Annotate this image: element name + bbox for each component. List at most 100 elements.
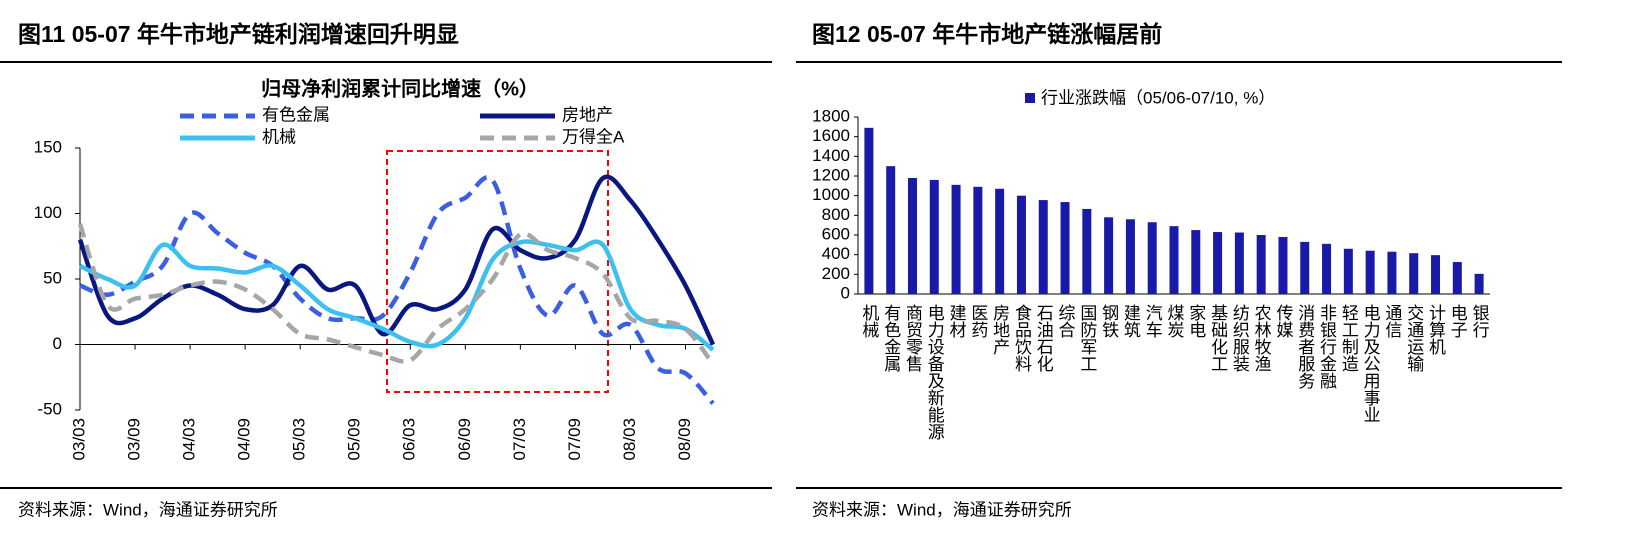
chart-title: 归母净利润累计同比增速（%） (261, 76, 539, 100)
x-tick-label: 国防军工 (1077, 304, 1097, 372)
bar (1125, 219, 1135, 294)
figure-title: 图12 05-07 年牛市地产链涨幅居前 (812, 21, 1162, 47)
legend-label: 机械 (262, 127, 296, 146)
bar (1038, 200, 1048, 294)
x-tick-label: 计算机 (1426, 304, 1446, 355)
x-tick-label: 电力设备及新能源 (925, 304, 945, 441)
x-tick-label: 电子 (1448, 304, 1468, 338)
highlight-box (386, 150, 609, 393)
x-tick-label: 05/09 (345, 418, 364, 461)
x-tick-label: 06/03 (400, 418, 419, 461)
x-tick-label: 银行 (1470, 304, 1490, 339)
bar (1060, 202, 1070, 294)
bar (1256, 235, 1266, 294)
series-line (79, 175, 715, 405)
bar (1365, 250, 1375, 294)
y-tick-label: 1600 (812, 126, 850, 145)
bar (1213, 232, 1223, 294)
bar (929, 179, 939, 294)
x-tick-label: 石油石化 (1034, 304, 1054, 372)
x-tick-label: 钢铁 (1099, 304, 1119, 338)
bar (907, 177, 917, 294)
x-tick-label: 07/09 (565, 418, 584, 461)
series-line (79, 239, 715, 352)
x-tick-label: 06/09 (455, 418, 474, 461)
x-tick-label: 05/03 (290, 418, 309, 461)
footer-rule (796, 487, 1562, 489)
bar (1169, 226, 1179, 294)
x-tick-label: 机械 (859, 304, 879, 338)
x-tick-label: 03/03 (69, 418, 88, 461)
x-tick-label: 轻工制造 (1339, 304, 1359, 372)
x-tick-label: 07/03 (510, 418, 529, 461)
x-tick-label: 农林牧渔 (1252, 304, 1272, 372)
x-tick-label: 传媒 (1273, 304, 1293, 338)
bar (1234, 232, 1244, 294)
x-tick-label: 有色金属 (881, 304, 901, 372)
bar (1104, 217, 1114, 294)
y-tick-label: 200 (822, 264, 850, 283)
x-tick-label: 04/09 (235, 418, 254, 461)
bar (1452, 262, 1462, 294)
y-tick-label: 600 (822, 224, 850, 243)
y-tick-label: 1800 (812, 106, 850, 125)
legend-swatch (1025, 93, 1035, 103)
bar (1300, 241, 1310, 294)
x-tick-label: 纺织服装 (1230, 304, 1250, 372)
x-tick-label: 交通运输 (1404, 304, 1424, 373)
x-tick-label: 03/09 (125, 418, 144, 461)
bar (1147, 222, 1157, 294)
x-tick-label: 08/09 (675, 418, 694, 461)
bar (995, 188, 1005, 294)
x-tick-label: 08/03 (620, 418, 639, 461)
x-tick-label: 医药 (968, 304, 988, 339)
bar (1431, 255, 1441, 294)
x-tick-label: 电力及公用事业 (1361, 304, 1381, 423)
bar (1191, 230, 1201, 294)
x-tick-label: 通信 (1382, 304, 1402, 338)
footer-rule (0, 487, 772, 489)
x-tick-label: 建筑 (1121, 304, 1141, 338)
bar (864, 127, 874, 294)
legend-label: 行业涨跌幅（05/06-07/10, %） (1041, 88, 1275, 107)
y-tick-label: 1200 (812, 165, 850, 184)
bar (1343, 248, 1353, 294)
y-tick-label: 0 (841, 283, 850, 302)
x-tick-label: 食品饮料 (1012, 304, 1031, 372)
x-tick-label: 煤炭 (1165, 304, 1185, 338)
bar (886, 166, 896, 294)
legend-label: 有色金属 (262, 105, 330, 124)
x-tick-label: 房地产 (990, 304, 1010, 355)
source-note: 资料来源：Wind，海通证券研究所 (812, 500, 1072, 519)
y-tick-label: 1400 (812, 146, 850, 165)
bar (1082, 208, 1092, 294)
y-tick-label: 800 (822, 205, 850, 224)
x-tick-label: 建材 (947, 304, 967, 338)
y-tick-label: 100 (34, 203, 62, 222)
y-tick-label: 400 (822, 244, 850, 263)
source-note: 资料来源：Wind，海通证券研究所 (18, 500, 278, 519)
y-tick-label: 150 (34, 137, 62, 156)
x-tick-label: 综合 (1056, 304, 1076, 338)
header-rule (796, 61, 1562, 63)
bar (1278, 236, 1288, 294)
legend-label: 房地产 (562, 105, 613, 124)
x-tick-label: 04/03 (180, 418, 199, 461)
y-tick-label: 1000 (812, 185, 850, 204)
figure-title: 图11 05-07 年牛市地产链利润增速回升明显 (18, 21, 459, 47)
bar (1409, 253, 1419, 294)
header-rule (0, 61, 772, 63)
series-line (77, 223, 715, 366)
x-tick-label: 汽车 (1143, 304, 1163, 338)
x-tick-label: 非银行金融 (1317, 304, 1337, 390)
bar (1016, 195, 1026, 294)
y-tick-label: 50 (43, 268, 62, 287)
x-tick-label: 消费者服务 (1295, 304, 1315, 389)
bar (1474, 273, 1484, 294)
bar (1322, 243, 1332, 294)
series-line (77, 174, 716, 346)
bar (951, 184, 961, 294)
bar (1387, 251, 1397, 294)
